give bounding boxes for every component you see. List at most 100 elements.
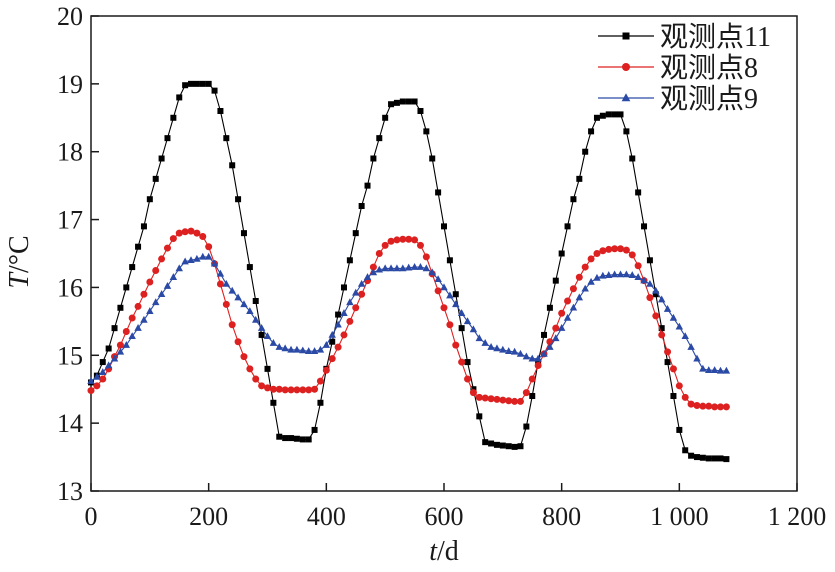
data-point [293, 435, 300, 442]
data-point [146, 307, 154, 314]
data-point [317, 399, 324, 406]
data-point [376, 135, 383, 142]
data-point [634, 262, 642, 270]
data-point [593, 114, 600, 121]
data-point [687, 400, 695, 408]
data-point [463, 317, 472, 325]
data-point [287, 386, 295, 394]
data-point [211, 87, 218, 94]
legend-item-3: 观测点9 [598, 84, 758, 115]
data-point [87, 387, 95, 395]
data-point [281, 344, 289, 352]
data-point [235, 196, 242, 203]
data-point [423, 128, 430, 135]
data-point [646, 294, 654, 302]
legend-label: 观测点11 [660, 22, 771, 53]
data-point [511, 443, 518, 450]
data-point [558, 250, 565, 257]
data-point [399, 98, 406, 105]
data-point [722, 403, 730, 411]
x-axis-label: t/d [429, 536, 459, 567]
data-point [705, 366, 713, 373]
data-point [181, 228, 189, 236]
data-point [458, 325, 465, 332]
data-point [105, 345, 112, 352]
data-point [152, 175, 159, 182]
data-point [199, 233, 207, 241]
data-point [246, 307, 254, 314]
data-point [605, 245, 613, 253]
data-point [717, 403, 725, 411]
data-point [99, 359, 106, 366]
data-point [522, 352, 531, 360]
data-point [617, 245, 624, 253]
data-point [375, 250, 383, 257]
data-point [669, 365, 677, 373]
data-point [675, 322, 684, 330]
data-point [275, 343, 283, 350]
data-point [516, 397, 524, 405]
data-point [452, 291, 459, 298]
data-point [675, 382, 683, 390]
data-point [99, 368, 107, 376]
data-point [669, 313, 678, 321]
data-point [564, 297, 572, 305]
data-point [305, 386, 313, 394]
data-point [275, 385, 283, 393]
data-point [682, 447, 689, 454]
data-point [499, 396, 507, 404]
data-point [487, 395, 495, 403]
data-point [681, 393, 689, 401]
x-tick-label: 800 [542, 502, 581, 531]
data-point [129, 264, 136, 271]
data-point [140, 223, 147, 230]
data-point [529, 393, 536, 399]
data-point [381, 264, 389, 272]
data-point [417, 108, 424, 114]
x-tick-label: 400 [307, 502, 346, 531]
data-point [234, 293, 242, 301]
data-point [316, 377, 324, 385]
data-point [252, 298, 259, 304]
data-point [434, 275, 442, 283]
data-point [422, 253, 430, 261]
data-point [316, 345, 325, 353]
data-point [135, 243, 142, 250]
y-tick-label: 19 [57, 70, 83, 99]
data-point [575, 293, 584, 301]
data-point [693, 454, 700, 461]
data-point [693, 402, 701, 409]
data-point [517, 443, 524, 450]
data-point [699, 402, 707, 410]
data-point [523, 423, 530, 430]
data-point [122, 341, 131, 348]
data-point [252, 315, 260, 323]
data-point [435, 189, 442, 196]
data-point [176, 94, 183, 101]
data-point [199, 80, 206, 87]
data-point [476, 413, 483, 420]
data-point [340, 331, 348, 339]
data-point [128, 314, 136, 322]
data-point [569, 285, 577, 293]
axes: 0 200 400 600 800 1 000 1 200 13 14 15 16 17 18 19 20 [57, 2, 826, 531]
data-point [146, 278, 154, 286]
data-point [710, 366, 719, 373]
data-point [93, 382, 101, 390]
data-point [199, 252, 207, 260]
data-point [493, 441, 500, 448]
data-point [570, 196, 577, 203]
data-point [617, 111, 624, 118]
data-point [593, 250, 601, 257]
data-point [393, 99, 400, 106]
data-point [264, 365, 271, 372]
data-point [411, 236, 419, 244]
data-point [329, 338, 336, 345]
data-point [616, 270, 625, 278]
data-point [452, 300, 460, 308]
data-point [534, 354, 542, 362]
data-point [123, 284, 130, 291]
data-point [170, 114, 177, 121]
data-point [481, 394, 489, 402]
data-point [629, 155, 636, 162]
